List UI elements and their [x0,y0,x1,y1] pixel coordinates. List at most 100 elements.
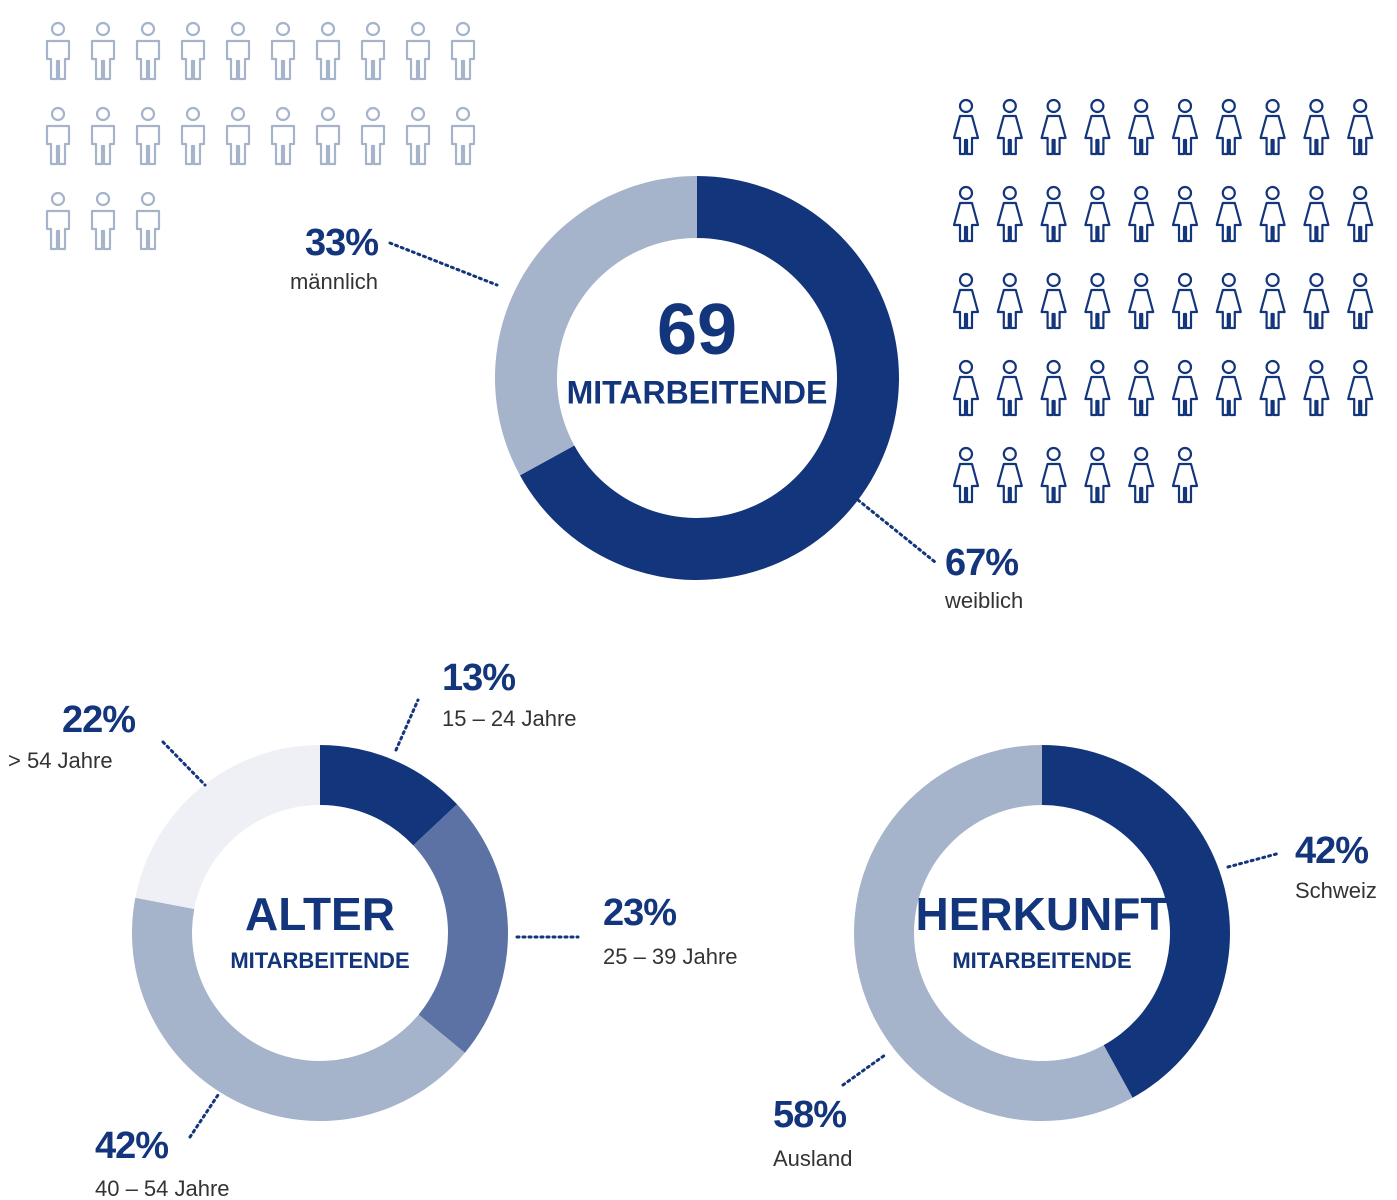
icon-head [365,106,381,122]
icon-head [1090,98,1105,114]
icon-head [1002,359,1017,375]
male-icon [135,106,161,166]
female-icon [996,446,1023,504]
category-label: Schweiz [1295,878,1377,903]
icon-head [1090,272,1105,288]
icon-head [1090,185,1105,201]
icon-head [455,106,471,122]
icon-head [50,191,66,207]
icon-body [1259,201,1286,243]
icon-head [1265,272,1280,288]
icon-head [1353,272,1368,288]
icon-head [230,21,246,37]
female-icon [1215,185,1242,243]
female-icon [1040,98,1067,156]
icon-body [1084,288,1111,330]
icon-body [315,39,341,81]
icon-head [1177,359,1193,375]
icon-body [952,201,980,243]
female-icon [1040,185,1067,243]
icon-body [135,124,161,166]
icon-body [1171,201,1199,243]
icon-body [180,124,206,166]
icon-head [1309,272,1324,288]
category-label: > 54 Jahre [8,748,113,773]
female-icon [1259,359,1286,417]
leader-line [841,1053,887,1087]
icon-head [1221,359,1236,375]
icon-body [996,201,1023,243]
icon-body [1171,114,1199,156]
icon-body [45,209,71,251]
icon-head [958,272,974,288]
icon-head [455,21,471,37]
icon-head [1265,185,1280,201]
icon-head [320,106,336,122]
icon-head [1046,98,1061,114]
icon-body [405,124,431,166]
icon-body [996,462,1023,504]
female-icon [1347,272,1374,330]
icon-head [185,106,201,122]
icon-body [952,462,980,504]
icon-body [1084,201,1111,243]
female-icon [1084,98,1111,156]
icon-body [1128,201,1155,243]
value-label: 33% [305,222,378,264]
icon-body [1259,288,1286,330]
female-icon [1215,272,1242,330]
icon-head [1309,359,1324,375]
icon-head [95,106,111,122]
icon-body [1215,201,1242,243]
icon-head [1221,272,1236,288]
icon-body [450,39,476,81]
male-icon [90,106,116,166]
center-title: HERKUNFT [916,888,1169,940]
female-icon [1259,185,1286,243]
category-label: weiblich [944,588,1023,613]
icon-body [1040,462,1067,504]
female-icon [1259,98,1286,156]
icon-head [1177,272,1193,288]
icon-body [996,288,1023,330]
icon-head [1353,185,1368,201]
icon-head [95,21,111,37]
icon-body [405,39,431,81]
icon-body [360,124,386,166]
icon-body [1084,462,1111,504]
male-icon [90,21,116,81]
icon-body [1040,288,1067,330]
center-subtitle: MITARBEITENDE [230,948,409,973]
female-icon [1215,98,1242,156]
female-icon [1171,185,1199,243]
icon-body [952,375,980,417]
icon-head [320,21,336,37]
donut-chart: 42% Schweiz 58% Ausland HERKUNFT MITARBEITEND… [773,744,1377,1171]
female-icon [1215,359,1242,417]
center-title: ALTER [245,888,395,940]
female-icon [952,446,980,504]
female-icon [1128,98,1155,156]
icon-body [996,114,1023,156]
icon-body [1128,375,1155,417]
icon-head [958,359,974,375]
value-label: 23% [603,892,676,934]
icon-body [90,209,116,251]
leader-line [856,498,937,564]
female-icon [1347,185,1374,243]
icon-head [50,21,66,37]
icon-body [450,124,476,166]
icon-head [1134,359,1149,375]
icon-body [1040,201,1067,243]
icon-head [1265,98,1280,114]
icon-body [225,124,251,166]
icon-body [1084,375,1111,417]
icon-body [1347,288,1374,330]
donut-chart: 67% weiblich 33% männlich 69 MITARBEITENDE [290,176,1023,613]
value-label: 13% [442,657,515,699]
icon-body [1303,288,1330,330]
icon-head [1221,185,1236,201]
icon-body [952,114,980,156]
icon-head [1134,98,1149,114]
